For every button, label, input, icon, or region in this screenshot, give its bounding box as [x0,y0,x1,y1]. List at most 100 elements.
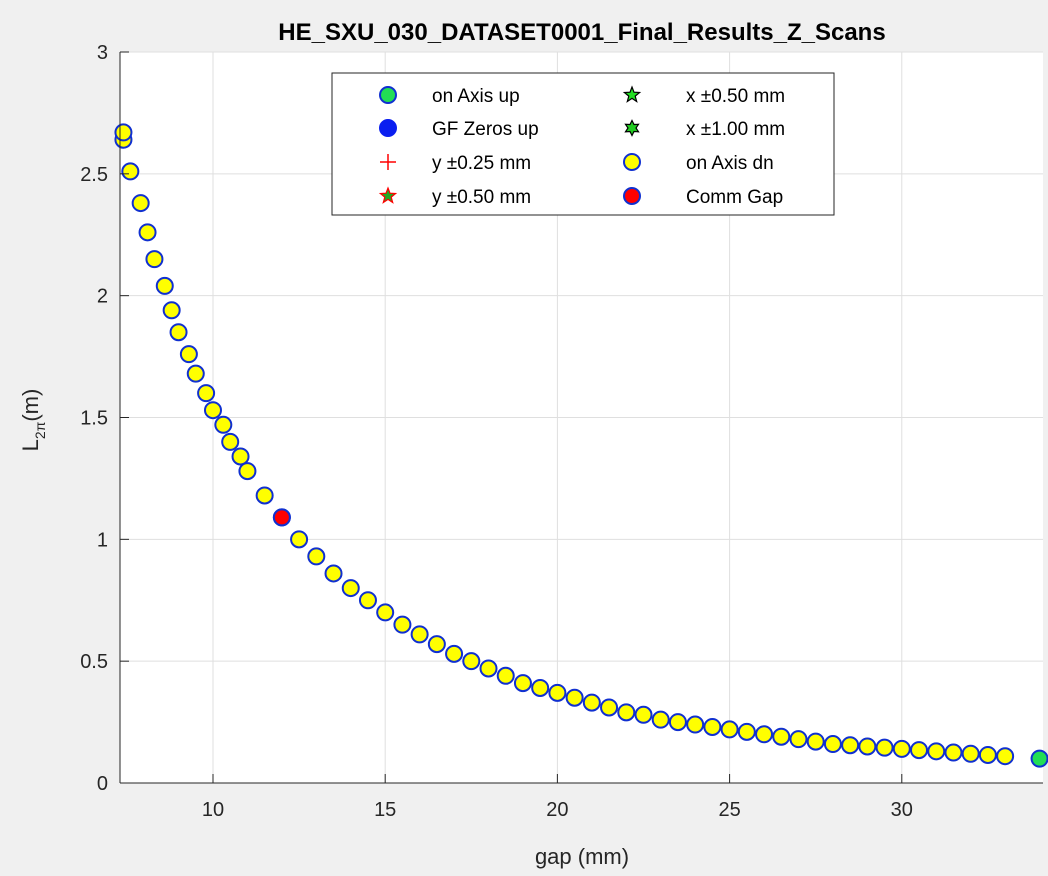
legend-marker-4 [622,85,642,103]
data-point-0-44 [720,720,739,739]
y-axis-label-main: L [18,439,43,451]
y-tick-label: 1.5 [80,408,108,430]
data-point-0-38 [617,703,636,722]
data-point-0-48 [789,730,808,749]
data-point-0-55 [910,741,929,760]
data-point-0-51 [841,736,860,755]
data-point-0-59 [978,745,997,764]
x-tick-label: 30 [891,799,913,821]
data-point-0-23 [358,591,377,610]
data-point-0-28 [445,644,464,663]
data-point-0-46 [755,725,774,744]
y-axis-label: L2π(m) [18,389,48,452]
data-point-0-45 [737,722,756,741]
x-axis-label: gap (mm) [535,844,629,869]
data-point-0-8 [169,323,188,342]
data-point-0-32 [513,674,532,693]
data-point-0-10 [186,364,205,383]
data-point-0-39 [634,705,653,724]
y-tick-label: 2.5 [80,164,108,186]
x-tick-label: 10 [202,799,224,821]
legend: on Axis up GF Zeros up y ±0.25 mm y ±0.50 m… [331,72,835,216]
legend-marker-2 [380,154,396,170]
legend-label-1: GF Zeros up [432,119,539,140]
data-point-0-50 [823,735,842,754]
data-point-0-7 [162,301,181,320]
axes: 10 15 20 25 30 0 0.5 1 1.5 2 2.5 3 [80,42,1043,821]
data-point-0-24 [376,603,395,622]
legend-marker-1 [379,119,397,137]
data-point-0-6 [155,276,174,295]
data-point-0-53 [875,738,894,757]
data-point-0-37 [600,698,619,717]
svg-text:L2π(m): L2π(m) [18,389,48,452]
x-tick-label: 20 [546,799,568,821]
data-point-0-11 [197,384,216,403]
data-point-0-33 [531,678,550,697]
data-point-1-0 [272,508,291,527]
legend-label-3: y ±0.50 mm [432,187,531,208]
data-point-0-5 [145,250,164,269]
legend-label-5: x ±1.00 mm [686,119,785,140]
legend-label-0: on Axis up [432,86,520,107]
data-point-0-14 [221,432,240,451]
data-point-0-1 [114,123,133,142]
legend-label-4: x ±0.50 mm [686,86,785,107]
data-point-0-2 [121,162,140,181]
data-point-0-47 [772,727,791,746]
data-point-0-22 [341,579,360,598]
data-point-0-12 [203,401,222,420]
data-point-0-54 [892,739,911,758]
data-point-0-26 [410,625,429,644]
data-point-0-17 [255,486,274,505]
data-point-0-49 [806,732,825,751]
data-point-0-19 [290,530,309,549]
x-tick-label: 25 [718,799,740,821]
legend-label-7: Comm Gap [686,187,783,208]
data-point-0-13 [214,415,233,434]
data-point-0-21 [324,564,343,583]
data-point-0-52 [858,737,877,756]
data-point-0-56 [927,742,946,761]
data-point-0-20 [307,547,326,566]
legend-marker-5 [624,119,640,137]
data-point-0-40 [651,710,670,729]
data-point-0-30 [479,659,498,678]
data-points [114,123,1048,768]
y-axis-label-unit: (m) [18,389,43,422]
y-tick-label: 1 [97,529,108,551]
data-point-0-16 [238,462,257,481]
data-point-0-35 [565,688,584,707]
y-axis-label-sub: 2π [32,421,48,439]
data-point-0-41 [668,713,687,732]
data-point-0-57 [944,743,963,762]
data-point-2-0 [1030,749,1048,768]
legend-marker-3 [378,186,398,204]
data-point-0-3 [131,194,150,213]
data-point-0-34 [548,683,567,702]
data-point-0-25 [393,615,412,634]
data-point-0-9 [179,345,198,364]
legend-marker-7 [623,187,641,205]
x-tick-label: 15 [374,799,396,821]
legend-box [331,72,835,216]
data-point-0-29 [462,652,481,671]
legend-marker-6 [623,153,641,171]
data-point-0-36 [582,693,601,712]
legend-label-2: y ±0.25 mm [432,153,531,174]
y-tick-label: 2 [97,286,108,308]
y-tick-label: 3 [97,42,108,64]
data-point-0-27 [427,635,446,654]
data-point-0-42 [686,715,705,734]
chart-title: HE_SXU_030_DATASET0001_Final_Results_Z_S… [278,19,885,46]
data-point-0-4 [138,223,157,242]
y-tick-label: 0.5 [80,651,108,673]
y-tick-label: 0 [97,773,108,795]
data-point-0-58 [961,744,980,763]
legend-marker-0 [379,86,397,104]
data-point-0-15 [231,447,250,466]
data-point-0-31 [496,666,515,685]
legend-label-6: on Axis dn [686,153,774,174]
data-point-0-60 [996,747,1015,766]
